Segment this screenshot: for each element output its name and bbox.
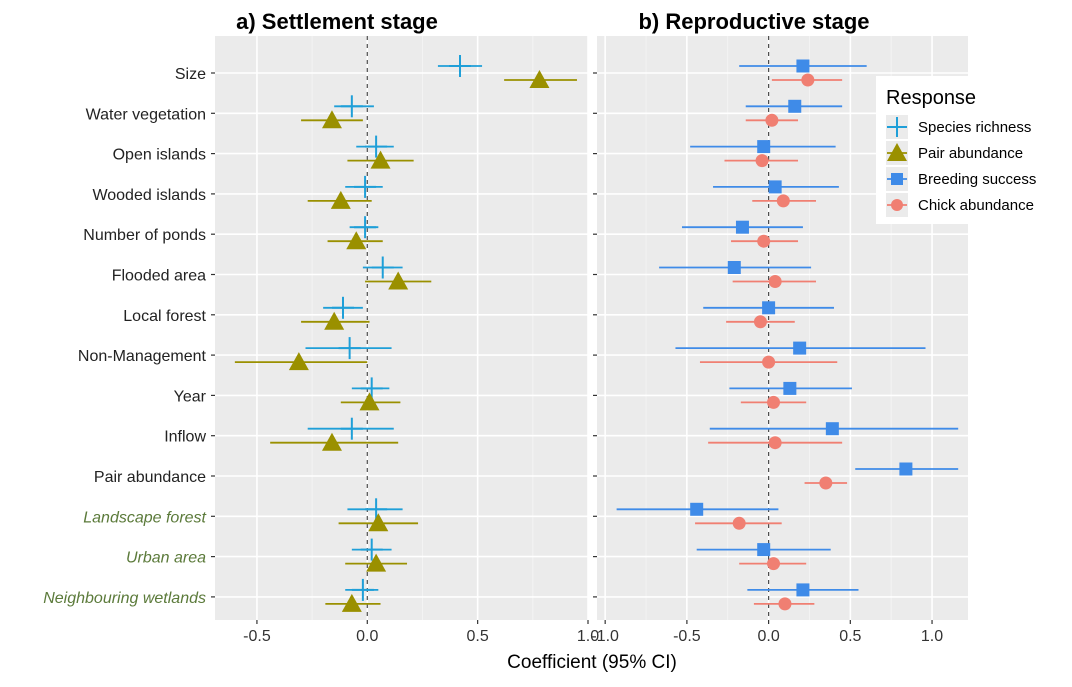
y-label-inflow: Inflow bbox=[164, 429, 206, 446]
x-tick-label: 1.0 bbox=[921, 628, 943, 645]
y-label-number-of-ponds: Number of ponds bbox=[83, 227, 206, 244]
point-local-forest bbox=[324, 311, 345, 330]
series-pair-abundance bbox=[234, 70, 577, 612]
point-inflow bbox=[321, 432, 342, 451]
x-tick-label: 1.0 bbox=[577, 628, 599, 645]
series-species-richness bbox=[305, 55, 483, 601]
point-flooded-area bbox=[768, 275, 782, 288]
point-wooded-islands bbox=[768, 180, 782, 194]
legend-marker-breeding-success bbox=[891, 173, 903, 185]
point-open-islands bbox=[757, 140, 771, 154]
panel-title: a) Settlement stage bbox=[236, 9, 438, 34]
y-label-neighbouring-wetlands: Neighbouring wetlands bbox=[43, 590, 206, 607]
point-neighbouring-wetlands bbox=[341, 593, 362, 612]
point-urban-area bbox=[366, 553, 387, 572]
y-label-wooded-islands: Wooded islands bbox=[92, 187, 206, 204]
y-label-local-forest: Local forest bbox=[123, 308, 206, 325]
point-inflow bbox=[825, 422, 839, 436]
y-label-flooded-area: Flooded area bbox=[112, 268, 206, 285]
legend-background bbox=[876, 76, 1072, 224]
point-landscape-forest bbox=[690, 502, 704, 516]
point-urban-area bbox=[767, 557, 781, 571]
legend-marker-chick-abundance bbox=[891, 199, 903, 211]
y-label-landscape-forest: Landscape forest bbox=[83, 509, 206, 526]
legend-label-pair-abundance: Pair abundance bbox=[918, 145, 1023, 162]
y-axis-labels: Size Water vegetation Open islands Wooded i… bbox=[43, 66, 206, 607]
series-breeding-success bbox=[616, 59, 959, 597]
x-tick-label: -1.0 bbox=[591, 628, 619, 645]
x-tick-label: 0.0 bbox=[757, 628, 779, 645]
x-tick-label: -0.5 bbox=[243, 628, 271, 645]
y-label-non-management: Non-Management bbox=[78, 348, 207, 365]
point-flooded-area bbox=[388, 271, 409, 290]
point-non-management bbox=[762, 355, 776, 369]
x-tick-label: 0.5 bbox=[839, 628, 861, 645]
point-water-vegetation bbox=[788, 99, 802, 113]
y-label-year: Year bbox=[174, 388, 207, 405]
panel-settlement: a) Settlement stage -0.5 0.0 0.5 1.0 bbox=[211, 9, 599, 645]
panel-title: b) Reproductive stage bbox=[638, 9, 869, 34]
x-axis-label: Coefficient (95% CI) bbox=[507, 652, 677, 673]
point-year bbox=[767, 395, 781, 409]
point-local-forest bbox=[753, 315, 767, 329]
point-year bbox=[783, 381, 797, 395]
point-size bbox=[801, 73, 815, 87]
y-label-size: Size bbox=[175, 66, 206, 83]
legend-marker-pair-abundance bbox=[887, 143, 907, 161]
x-tick-label: 0.0 bbox=[356, 628, 378, 645]
point-number-of-ponds bbox=[735, 220, 749, 234]
y-label-urban-area: Urban area bbox=[126, 550, 206, 567]
point-year bbox=[359, 392, 380, 411]
series-chick-abundance bbox=[695, 73, 848, 611]
point-open-islands bbox=[755, 154, 769, 168]
point-wooded-islands bbox=[330, 190, 351, 209]
point-pair-abundance bbox=[819, 476, 833, 490]
point-size bbox=[529, 70, 550, 88]
point-number-of-ponds bbox=[346, 231, 367, 250]
point-number-of-ponds bbox=[757, 234, 771, 248]
point-landscape-forest bbox=[732, 516, 746, 530]
point-flooded-area bbox=[727, 261, 741, 274]
point-local-forest bbox=[762, 301, 776, 315]
legend: Response Species richness Pair abundance Br… bbox=[876, 76, 1072, 224]
legend-title: Response bbox=[886, 87, 976, 109]
point-neighbouring-wetlands bbox=[778, 597, 792, 611]
y-label-water-vegetation: Water vegetation bbox=[86, 106, 206, 123]
point-urban-area bbox=[757, 543, 771, 557]
point-inflow bbox=[768, 436, 782, 450]
point-wooded-islands bbox=[776, 194, 790, 208]
point-landscape-forest bbox=[368, 513, 389, 532]
legend-label-chick-abundance: Chick abundance bbox=[918, 197, 1034, 214]
point-pair-abundance bbox=[899, 462, 913, 476]
legend-label-species-richness: Species richness bbox=[918, 119, 1031, 136]
y-label-open-islands: Open islands bbox=[113, 147, 206, 164]
point-neighbouring-wetlands bbox=[796, 583, 810, 597]
point-non-management bbox=[793, 341, 807, 355]
legend-label-breeding-success: Breeding success bbox=[918, 171, 1036, 188]
panel-background bbox=[215, 36, 588, 620]
point-open-islands bbox=[370, 150, 391, 169]
x-tick-label: -0.5 bbox=[673, 628, 701, 645]
x-tick-label: 0.5 bbox=[467, 628, 489, 645]
y-label-pair-abundance: Pair abundance bbox=[94, 469, 206, 486]
point-size bbox=[796, 59, 810, 73]
point-water-vegetation bbox=[321, 110, 342, 129]
point-water-vegetation bbox=[765, 113, 779, 127]
point-non-management bbox=[288, 352, 309, 371]
